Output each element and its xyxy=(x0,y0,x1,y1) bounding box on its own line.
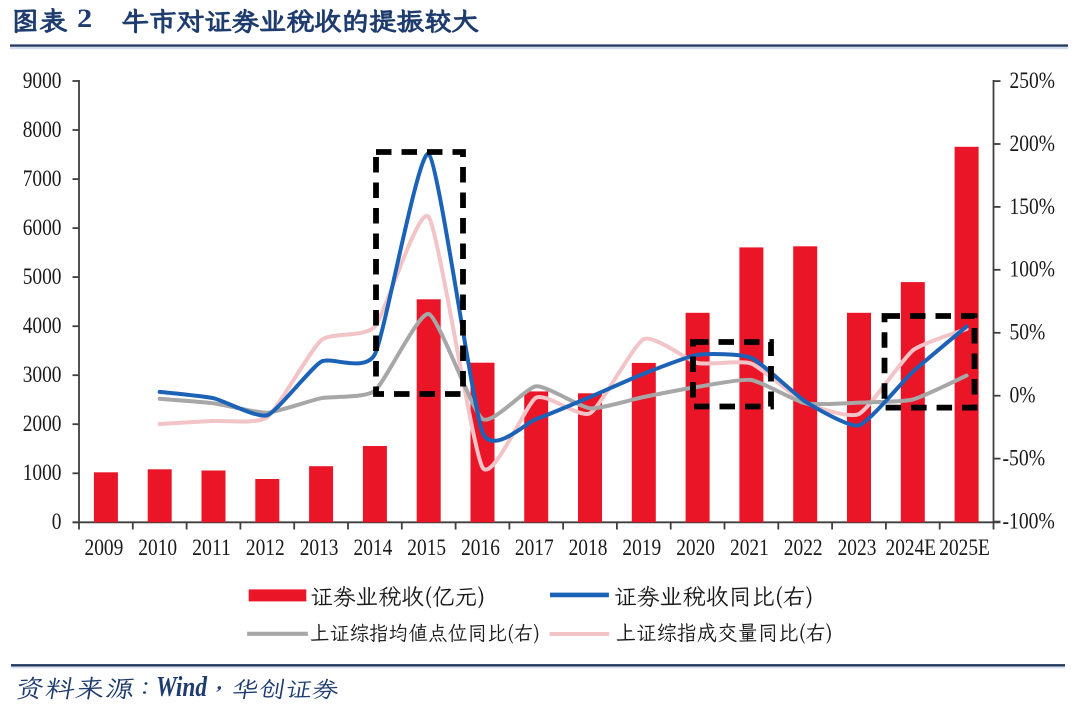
svg-text:2021: 2021 xyxy=(730,535,769,560)
svg-text:9000: 9000 xyxy=(23,68,62,93)
svg-text:2009: 2009 xyxy=(85,535,124,560)
svg-text:8000: 8000 xyxy=(23,117,62,142)
svg-text:2014: 2014 xyxy=(354,535,393,560)
svg-text:-50%: -50% xyxy=(1003,446,1046,471)
svg-text:2018: 2018 xyxy=(569,535,608,560)
svg-text:Wind: Wind xyxy=(156,671,207,703)
svg-text:200%: 200% xyxy=(1010,131,1056,156)
svg-text:5000: 5000 xyxy=(23,264,62,289)
svg-text:3000: 3000 xyxy=(23,362,62,387)
svg-text:50%: 50% xyxy=(1010,320,1046,345)
svg-text:2013: 2013 xyxy=(300,535,339,560)
svg-text:2012: 2012 xyxy=(246,535,285,560)
svg-text:-100%: -100% xyxy=(1003,509,1055,534)
svg-text:2010: 2010 xyxy=(138,535,177,560)
svg-text:250%: 250% xyxy=(1010,68,1056,93)
svg-text:2025E: 2025E xyxy=(939,535,990,560)
svg-text:2000: 2000 xyxy=(23,411,62,436)
svg-text:2023: 2023 xyxy=(838,535,877,560)
svg-text:0: 0 xyxy=(52,509,62,534)
svg-text:100%: 100% xyxy=(1010,257,1056,282)
svg-text:7000: 7000 xyxy=(23,166,62,191)
svg-text:150%: 150% xyxy=(1010,194,1056,219)
svg-text:2: 2 xyxy=(77,4,92,33)
svg-text:2015: 2015 xyxy=(407,535,446,560)
svg-text:0%: 0% xyxy=(1010,383,1036,408)
svg-text:4000: 4000 xyxy=(23,313,62,338)
svg-text:2017: 2017 xyxy=(515,535,554,560)
svg-text:2022: 2022 xyxy=(784,535,823,560)
svg-text:2011: 2011 xyxy=(192,535,231,560)
svg-text:2019: 2019 xyxy=(622,535,661,560)
svg-text:2020: 2020 xyxy=(676,535,715,560)
svg-text:2016: 2016 xyxy=(461,535,500,560)
svg-text:2024E: 2024E xyxy=(886,535,937,560)
svg-text:6000: 6000 xyxy=(23,215,62,240)
svg-text:1000: 1000 xyxy=(23,460,62,485)
